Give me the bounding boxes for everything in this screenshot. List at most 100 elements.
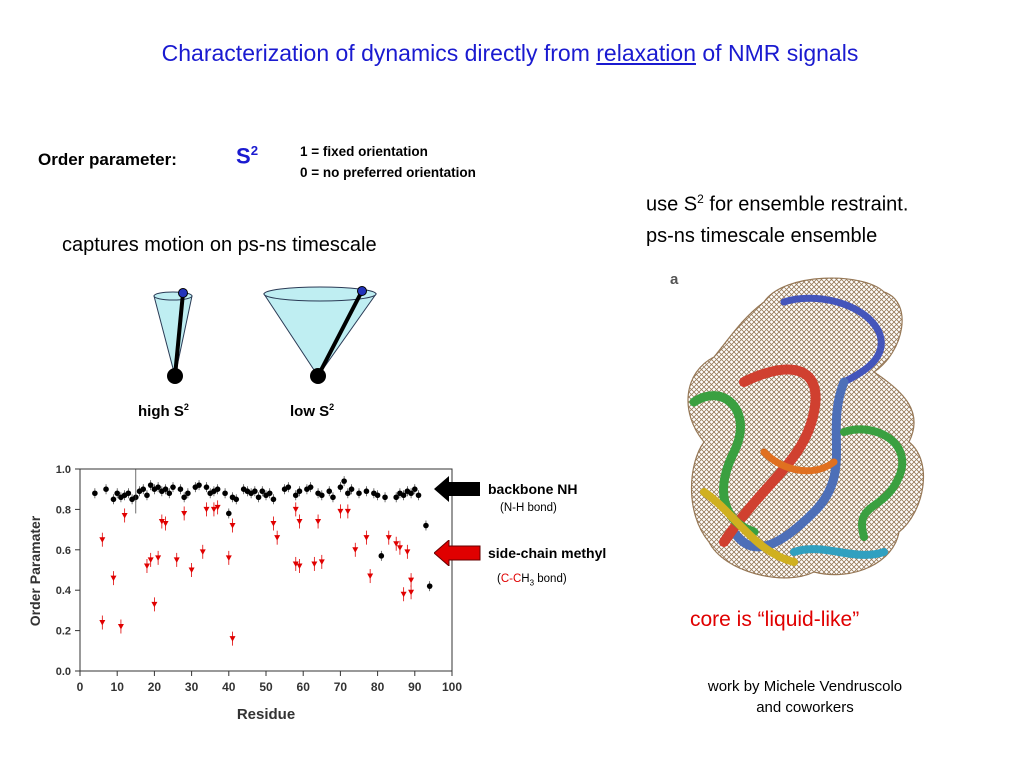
backbone-nh-point [233,496,240,503]
backbone-nh-point [326,488,333,495]
backbone-nh-point [337,484,344,490]
backbone-nh-point [400,492,407,499]
methyl-sub-c1: C- [500,573,513,585]
side-chain-methyl-point [99,620,106,626]
title-text-end: of NMR signals [696,40,859,66]
x-tick-label: 50 [259,680,273,694]
side-chain-methyl-point [203,506,210,513]
backbone-nh-point [255,494,262,501]
s-superscript: 2 [250,143,259,158]
side-chain-methyl-point [229,636,236,642]
side-chain-methyl-point [344,508,351,515]
side-chain-methyl-point [99,537,106,543]
side-chain-methyl-point [162,521,169,527]
side-chain-methyl-point [151,601,158,608]
backbone-nh-point [166,490,173,497]
backbone-nh-point [408,490,414,497]
backbone-nh-point [185,490,191,497]
y-tick-label: 1.0 [56,464,71,476]
y-tick-label: 0.0 [56,666,71,678]
backbone-nh-point [330,494,336,501]
high-s2-sup: 2 [183,402,189,412]
methyl-label: side-chain methyl [488,545,607,561]
ensemble-line1-start: use S [646,193,698,216]
backbone-nh-point [114,490,120,497]
backbone-nh-point [374,492,381,499]
methyl-sub-c2: C [512,573,522,585]
backbone-nh-point [222,490,228,497]
backbone-arrow [434,476,480,502]
y-axis-ticks: 0.0 0.2 0.4 0.6 0.8 1.0 [56,464,80,678]
x-tick-label: 30 [185,680,199,694]
x-tick-label: 80 [371,680,385,694]
backbone-nh-point [140,486,147,492]
core-liquid-like-text: core is “liquid-like” [690,608,860,631]
credit-line-1: work by Michele Vendruscolo [707,678,903,695]
side-chain-methyl-point [229,523,236,529]
ensemble-line1-sup: 2 [697,192,704,206]
backbone-nh-point [147,482,154,488]
y-tick-label: 0.2 [56,626,71,638]
side-chain-methyl-point [173,557,180,563]
backbone-nh-point [270,496,277,503]
backbone-nh-point [103,486,109,492]
backbone-nh-point [319,492,325,499]
backbone-nh-point [341,478,347,484]
backbone-nh-point [415,492,422,499]
backbone-nh-point [92,490,98,497]
side-chain-methyl-point [296,519,303,525]
data-points [92,469,433,646]
ensemble-text: use S2 for ensemble restraint. ps-ns tim… [646,184,908,252]
backbone-nh-point [266,490,273,497]
backbone-nh-point [393,494,400,501]
side-chain-methyl-point [408,577,415,584]
side-chain-methyl-point [385,535,392,541]
side-chain-methyl-point [188,567,195,573]
backbone-nh-point [125,490,132,497]
s-symbol: S [236,143,251,169]
high-s2-label: high S2 [138,402,189,420]
ensemble-line1-end: for ensemble restraint. [703,193,909,216]
x-axis-label: Residue [237,706,295,723]
backbone-nh-point [345,490,351,497]
slide-title: Characterization of dynamics directly fr… [0,40,1020,67]
backbone-nh-point [423,522,429,529]
side-chain-methyl-point [274,535,281,541]
backbone-nh-point [259,488,266,495]
side-chain-methyl-point [181,510,188,517]
captures-text: captures motion on ps-ns timescale [62,234,377,256]
methyl-sub-h: H [521,573,530,585]
side-chain-methyl-point [408,589,415,596]
backbone-nh-point [307,484,314,490]
y-tick-label: 0.8 [56,504,71,516]
backbone-nh-point [162,486,169,492]
panel-letter: a [670,271,679,288]
side-chain-methyl-point [367,573,374,580]
high-s2-cone [153,288,193,384]
x-tick-label: 70 [334,680,348,694]
side-chain-methyl-point [143,563,150,569]
side-chain-methyl-point [155,555,162,561]
credit-line-2: and coworkers [756,699,854,716]
backbone-nh-point [292,492,299,499]
x-axis-ticks: 0 10 20 30 40 50 60 70 80 90 100 [77,671,462,694]
low-s2-label: low S2 [290,402,334,420]
x-tick-label: 40 [222,680,236,694]
side-chain-methyl-point [225,555,232,561]
backbone-nh-point [285,484,292,490]
order-parameter-symbol: S2 [236,143,258,169]
side-chain-methyl-point [270,521,277,527]
order-parameter-def-0: 0 = no preferred orientation [300,165,476,180]
backbone-nh-point [378,553,385,559]
title-text-start: Characterization of dynamics directly fr… [161,40,597,66]
side-chain-methyl-point [400,591,407,598]
y-axis-label: Order Paramater [27,515,43,626]
y-tick-label: 0.6 [56,545,71,557]
side-chain-methyl-point [337,508,344,515]
order-parameter-def-1: 1 = fixed orientation [300,144,428,159]
backbone-nh-point [426,583,433,589]
backbone-nh-point [348,486,355,492]
x-tick-label: 100 [442,680,462,694]
backbone-nh-point [252,488,258,495]
backbone-nh-point [196,482,202,488]
